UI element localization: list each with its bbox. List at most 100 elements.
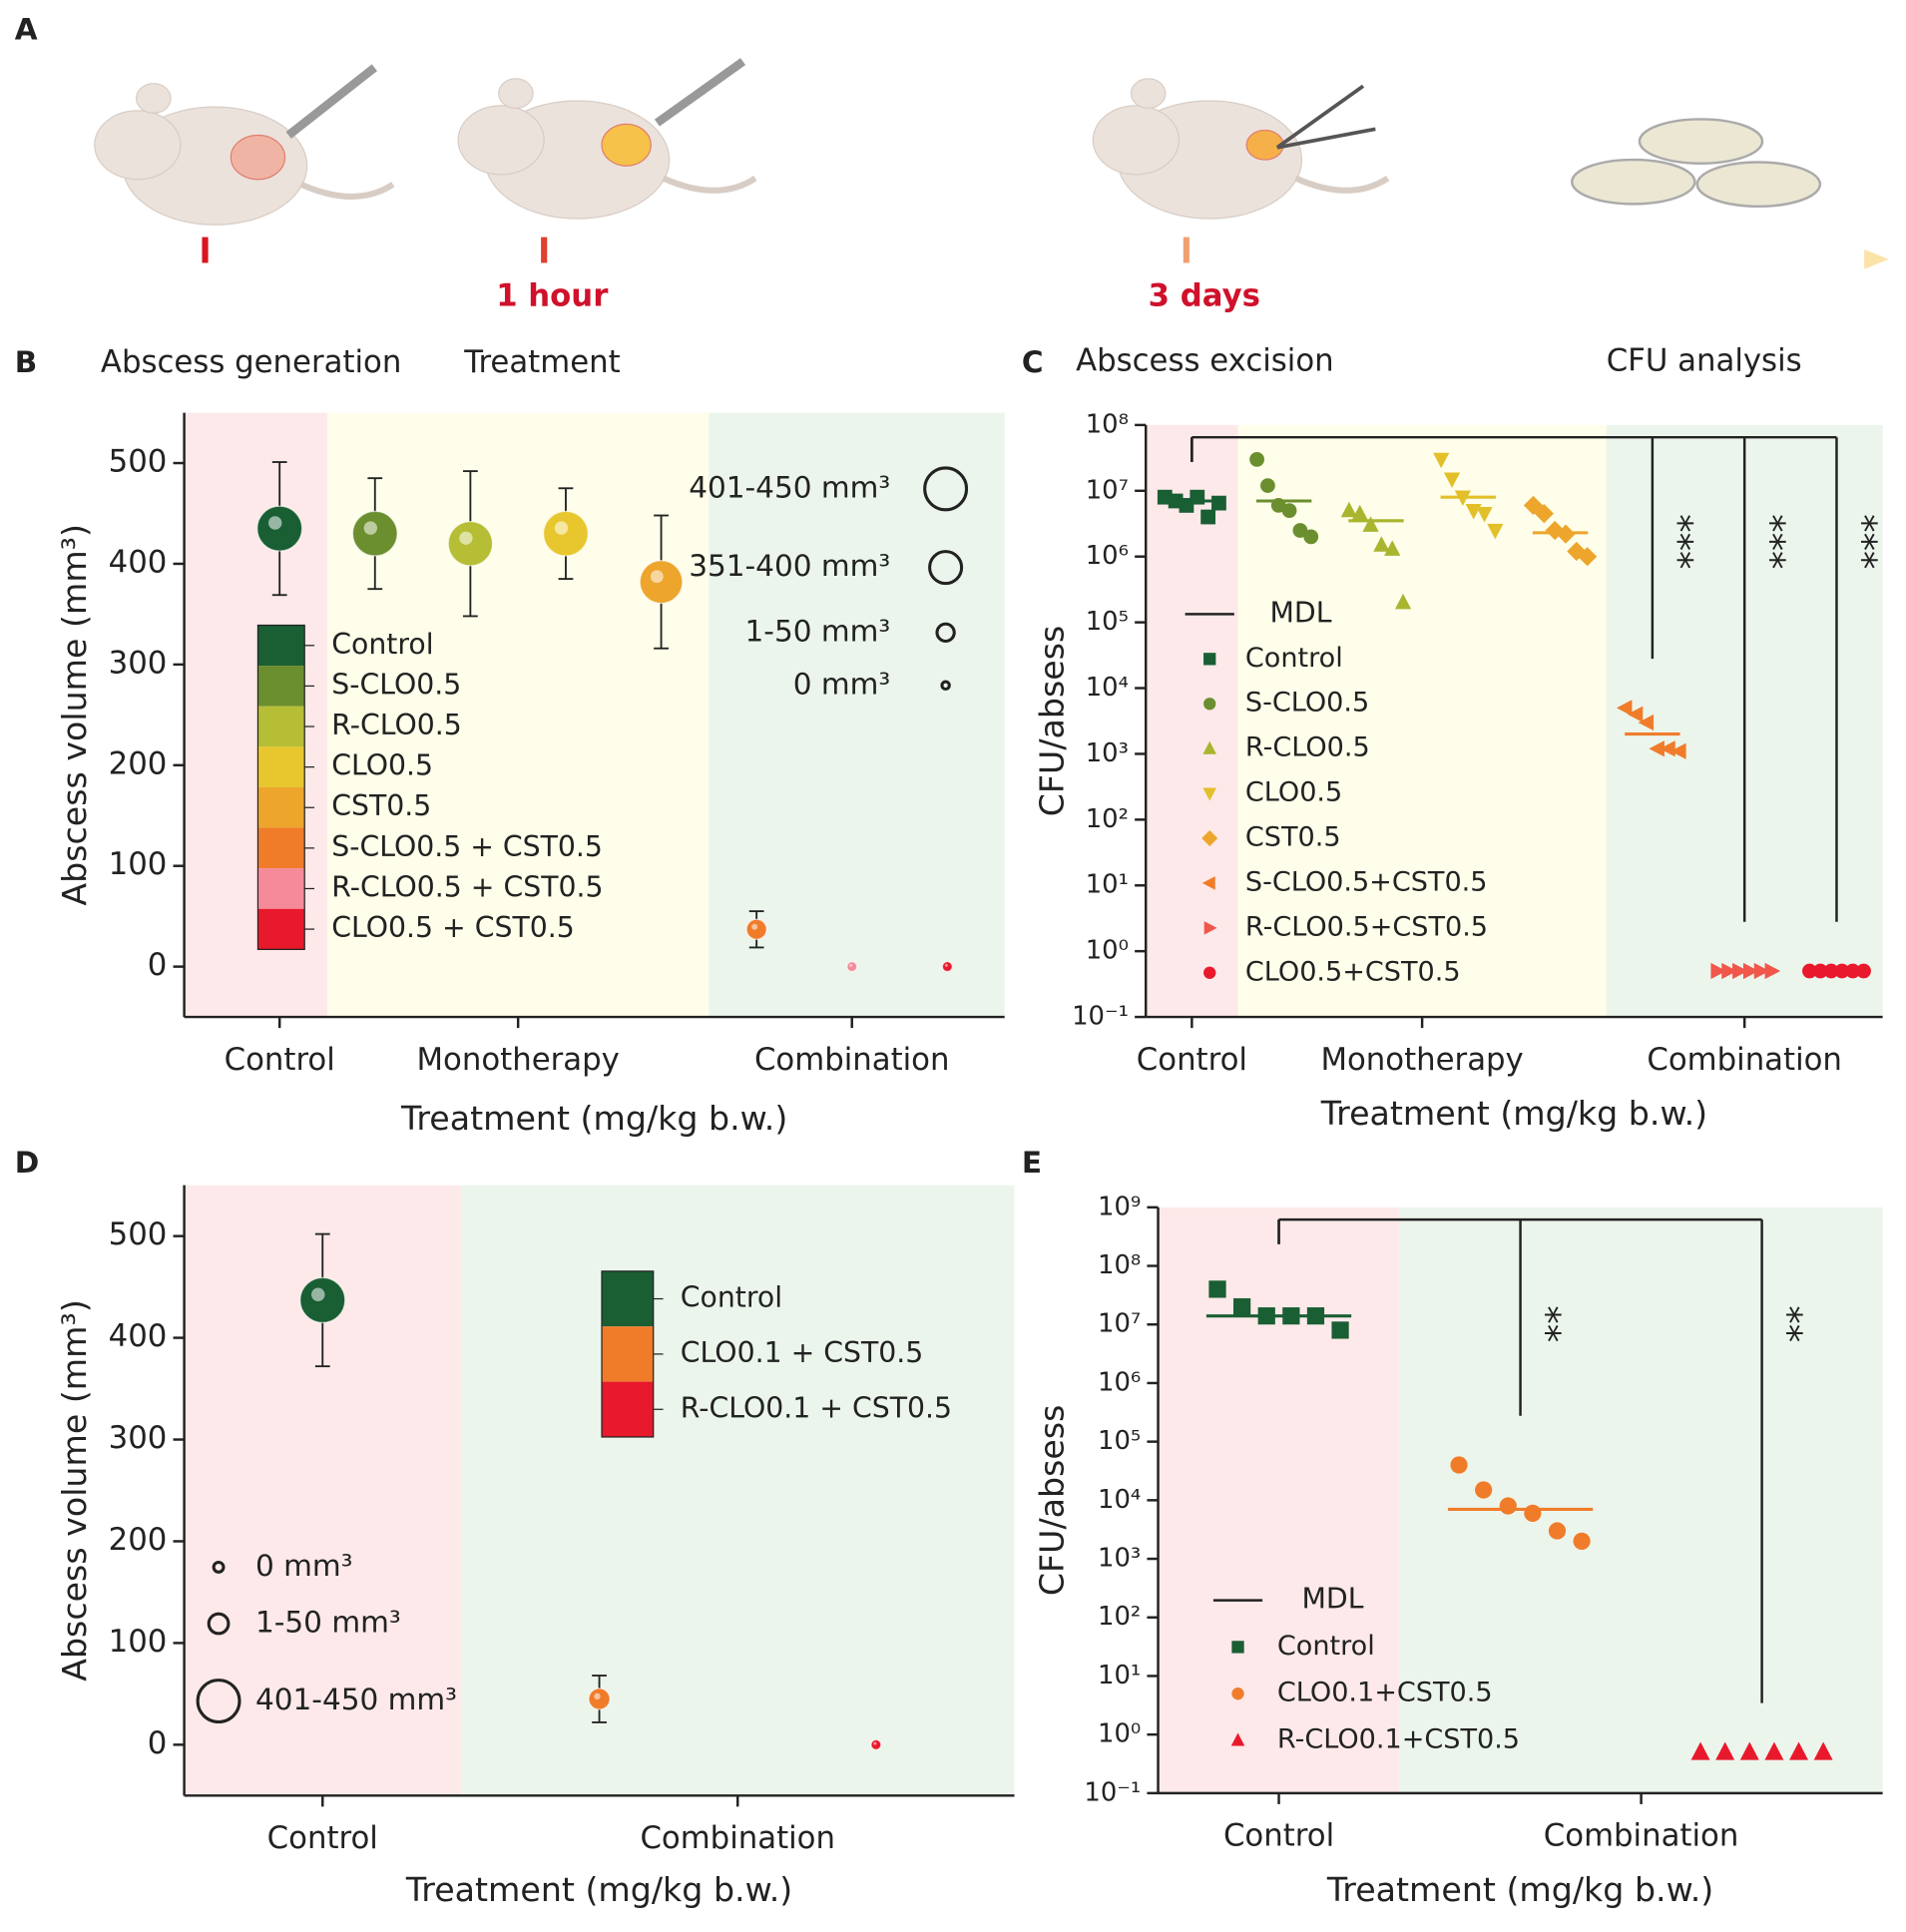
marker: [1739, 1741, 1759, 1760]
marker: [1812, 963, 1828, 979]
legend-label: CLO0.1+CST0.5: [1277, 1678, 1493, 1708]
x-tick-label: Control: [267, 1820, 378, 1856]
x-axis-label: Treatment (mg/kg b.w.): [1326, 1870, 1713, 1909]
legend-label: Control: [331, 628, 433, 661]
y-tick-label: 200: [109, 745, 168, 781]
group-band: [709, 412, 1005, 1018]
x-tick-label: Monotherapy: [417, 1042, 620, 1078]
marker: [1856, 963, 1871, 979]
legend-label: CST0.5: [331, 789, 431, 822]
legend-label: S-CLO0.5 + CST0.5: [331, 830, 603, 863]
legend-label: R-CLO0.5: [1245, 732, 1370, 763]
size-legend-label: 401-450 mm³: [255, 1683, 457, 1716]
group-band: [326, 412, 710, 1018]
marker: [1524, 1504, 1542, 1522]
panel-letter: B: [15, 345, 38, 379]
y-tick-label: 300: [109, 645, 168, 681]
bubble-highlight: [554, 521, 569, 535]
marker: [1351, 504, 1368, 521]
marker: [1742, 962, 1759, 980]
scissors: [1275, 84, 1376, 150]
step-label: Abscess generation: [101, 344, 401, 380]
x-tick-label: Control: [1137, 1042, 1247, 1078]
marker: [1454, 490, 1471, 507]
significance-label: ***: [1658, 514, 1700, 569]
y-tick-label: 10⁷: [1098, 1309, 1141, 1339]
marker: [1802, 963, 1817, 979]
marker: [1578, 547, 1598, 567]
legend-swatch: [602, 1326, 654, 1382]
legend-label: R-CLO0.1+CST0.5: [1277, 1723, 1520, 1754]
marker: [1556, 524, 1576, 544]
chart-panel-b: B Control Monotherapy Combination 0 100 200 300…: [15, 345, 1005, 1138]
y-tick-label: 10⁰: [1098, 1719, 1141, 1749]
marker: [1823, 963, 1839, 979]
marker: [1534, 504, 1554, 524]
y-tick-label: 10⁶: [1086, 541, 1129, 571]
y-tick-label: 10⁰: [1086, 936, 1129, 966]
marker: [1660, 740, 1675, 757]
size-legend-label: 0 mm³: [793, 667, 891, 701]
legend-swatch: [257, 786, 305, 828]
time-label: 1 hour: [496, 277, 609, 313]
legend-label: R-CLO0.5: [331, 709, 462, 741]
y-tick-label: 10²: [1098, 1602, 1141, 1632]
y-tick-label: 10⁷: [1086, 475, 1129, 505]
y-tick-label: 10⁴: [1098, 1485, 1141, 1515]
bubble-highlight: [594, 1692, 601, 1700]
bubble: [870, 1738, 882, 1750]
legend-marker: [1203, 653, 1216, 666]
legend-label: CLO0.5: [1245, 777, 1342, 808]
chart-panel-c: C Control Monotherapy Combination 10⁻¹ 10⁰ 10¹…: [1022, 345, 1885, 1133]
panel-letter: E: [1022, 1146, 1042, 1180]
bubble-highlight: [849, 963, 853, 967]
marker: [1834, 963, 1850, 979]
y-tick-label: 10¹: [1086, 870, 1129, 900]
y-tick-label: 10³: [1086, 738, 1129, 768]
significance-label: ***: [1842, 514, 1885, 569]
marker: [1249, 451, 1264, 467]
marker: [1715, 1741, 1735, 1760]
bubble: [588, 1688, 611, 1710]
bubble: [745, 918, 767, 940]
significance-label: ***: [1749, 514, 1792, 569]
y-tick-label: 10⁵: [1086, 607, 1129, 637]
size-legend-circle: [935, 622, 956, 644]
y-axis-label: Abscess volume (mm³): [55, 1299, 94, 1682]
x-tick-label: Combination: [1647, 1042, 1842, 1078]
marker: [1638, 714, 1655, 731]
y-tick-label: 400: [109, 544, 168, 580]
marker: [1789, 1741, 1808, 1760]
x-axis-label: Treatment (mg/kg b.w.): [405, 1870, 792, 1909]
bubble: [846, 961, 858, 973]
legend-label: CST0.5: [1245, 822, 1341, 853]
x-tick-label: Control: [1223, 1818, 1334, 1854]
y-tick-label: 300: [109, 1420, 168, 1456]
marker: [1548, 1522, 1567, 1540]
y-tick-label: 500: [109, 1216, 168, 1252]
marker: [1282, 1307, 1300, 1325]
marker: [1487, 523, 1504, 540]
legend-frame: [601, 1270, 655, 1438]
legend-label: CLO0.1 + CST0.5: [681, 1336, 924, 1369]
y-tick-label: 10⁴: [1086, 673, 1129, 703]
legend-marker: [1231, 1688, 1244, 1700]
marker: [1732, 962, 1748, 980]
y-tick-label: 10⁹: [1098, 1192, 1141, 1221]
legend-swatch: [602, 1381, 654, 1437]
marker: [1476, 507, 1493, 523]
legend-label: Control: [1277, 1631, 1375, 1662]
legend-label: CLO0.5 + CST0.5: [331, 911, 575, 944]
x-axis-label: Treatment (mg/kg b.w.): [400, 1099, 787, 1138]
legend-label: S-CLO0.5: [331, 668, 461, 701]
legend-label: R-CLO0.5+CST0.5: [1245, 911, 1488, 942]
x-tick-label: Combination: [1544, 1818, 1739, 1854]
legend-marker: [1201, 876, 1215, 890]
marker: [1627, 706, 1644, 723]
bubble: [543, 510, 589, 557]
panel-a: A 1 hour 3 days Abscess generatio: [15, 12, 1889, 380]
significance-label: **: [1767, 1305, 1810, 1342]
marker: [1292, 523, 1308, 538]
